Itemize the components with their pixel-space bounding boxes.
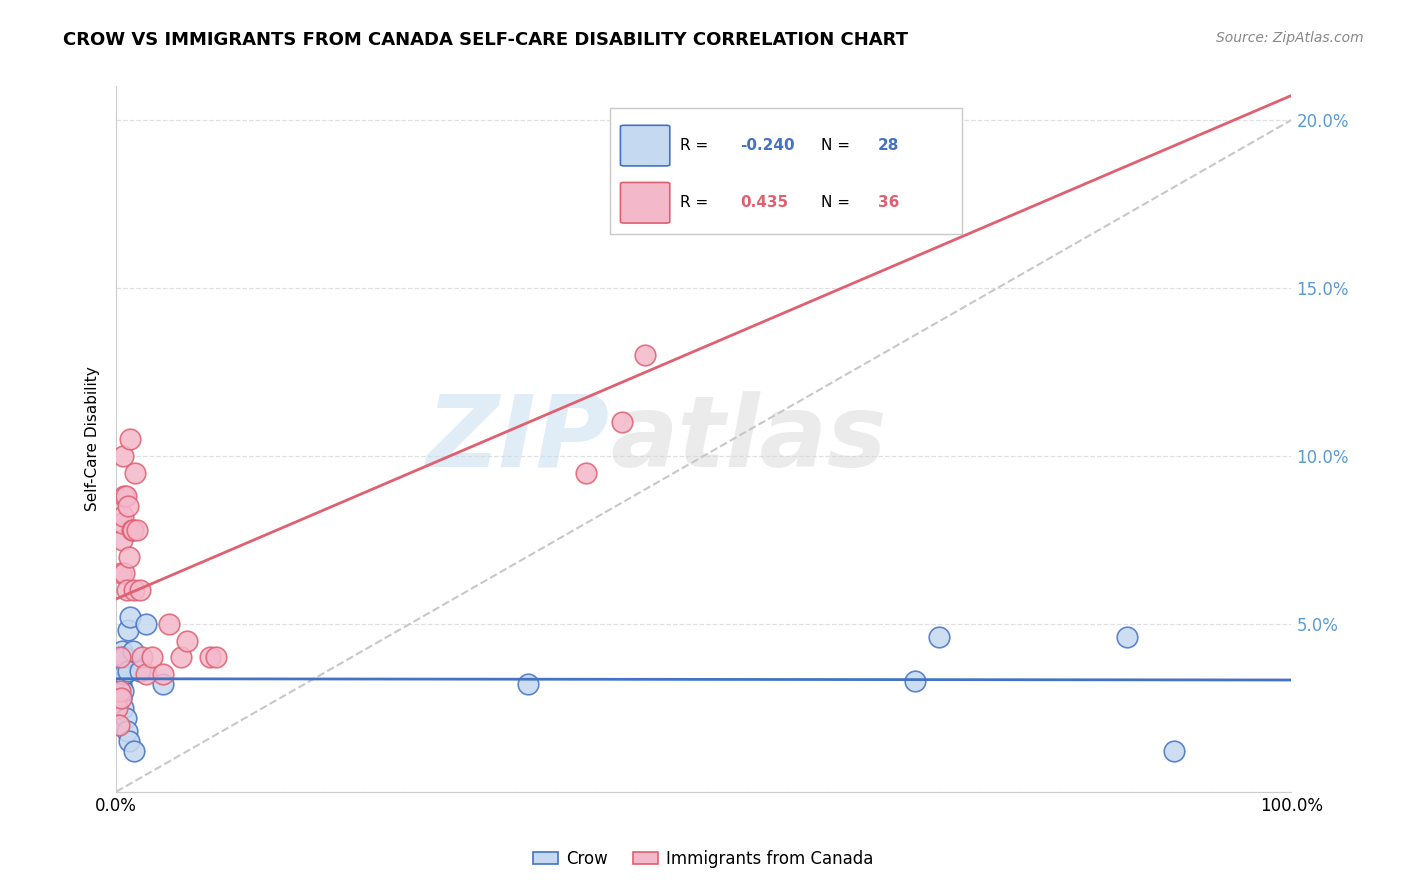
Point bbox=[135, 667, 157, 681]
Point bbox=[904, 673, 927, 688]
Point bbox=[516, 677, 538, 691]
Point bbox=[127, 523, 149, 537]
Point bbox=[120, 432, 142, 446]
Point bbox=[107, 717, 129, 731]
Point bbox=[176, 633, 198, 648]
Point bbox=[115, 724, 138, 739]
Point bbox=[114, 566, 136, 581]
Point bbox=[152, 667, 174, 681]
Point bbox=[114, 489, 136, 503]
Point bbox=[122, 583, 145, 598]
Point bbox=[107, 700, 129, 714]
Point bbox=[575, 466, 598, 480]
Point bbox=[110, 566, 132, 581]
Point bbox=[111, 657, 134, 671]
Point bbox=[110, 690, 132, 705]
Point bbox=[205, 650, 228, 665]
Point bbox=[128, 583, 150, 598]
Point bbox=[135, 616, 157, 631]
Text: Source: ZipAtlas.com: Source: ZipAtlas.com bbox=[1216, 31, 1364, 45]
Point bbox=[114, 711, 136, 725]
Point bbox=[117, 499, 139, 513]
Point bbox=[120, 610, 142, 624]
Text: ZIP: ZIP bbox=[427, 391, 610, 488]
Point bbox=[118, 549, 141, 564]
Point bbox=[1163, 744, 1185, 758]
Point bbox=[107, 673, 129, 688]
Point bbox=[658, 213, 681, 227]
Point bbox=[170, 650, 193, 665]
Point bbox=[110, 677, 132, 691]
Point bbox=[131, 650, 153, 665]
Point bbox=[121, 643, 143, 657]
Point bbox=[110, 690, 132, 705]
Legend: Crow, Immigrants from Canada: Crow, Immigrants from Canada bbox=[526, 844, 880, 875]
Point bbox=[114, 650, 136, 665]
Point bbox=[121, 523, 143, 537]
Point bbox=[121, 523, 143, 537]
Point bbox=[117, 664, 139, 678]
Text: atlas: atlas bbox=[610, 391, 886, 488]
Point bbox=[114, 489, 136, 503]
Point bbox=[114, 667, 136, 681]
Point bbox=[111, 643, 134, 657]
Point bbox=[610, 415, 633, 429]
Point bbox=[108, 650, 131, 665]
Y-axis label: Self-Care Disability: Self-Care Disability bbox=[86, 367, 100, 511]
Point bbox=[112, 684, 135, 698]
Point bbox=[111, 516, 134, 530]
Point bbox=[118, 734, 141, 748]
Point bbox=[141, 650, 163, 665]
Point bbox=[112, 700, 135, 714]
Point bbox=[928, 630, 950, 644]
Point bbox=[122, 744, 145, 758]
Point bbox=[108, 650, 131, 665]
Point bbox=[157, 616, 180, 631]
Point bbox=[128, 664, 150, 678]
Point bbox=[634, 348, 657, 362]
Point bbox=[112, 509, 135, 524]
Point bbox=[107, 684, 129, 698]
Point bbox=[152, 677, 174, 691]
Point bbox=[200, 650, 222, 665]
Point bbox=[117, 624, 139, 638]
Point bbox=[108, 684, 131, 698]
Point bbox=[115, 583, 138, 598]
Point bbox=[108, 667, 131, 681]
Point bbox=[1116, 630, 1139, 644]
Point bbox=[112, 449, 135, 463]
Text: CROW VS IMMIGRANTS FROM CANADA SELF-CARE DISABILITY CORRELATION CHART: CROW VS IMMIGRANTS FROM CANADA SELF-CARE… bbox=[63, 31, 908, 49]
Point bbox=[124, 466, 146, 480]
Point bbox=[111, 533, 134, 547]
